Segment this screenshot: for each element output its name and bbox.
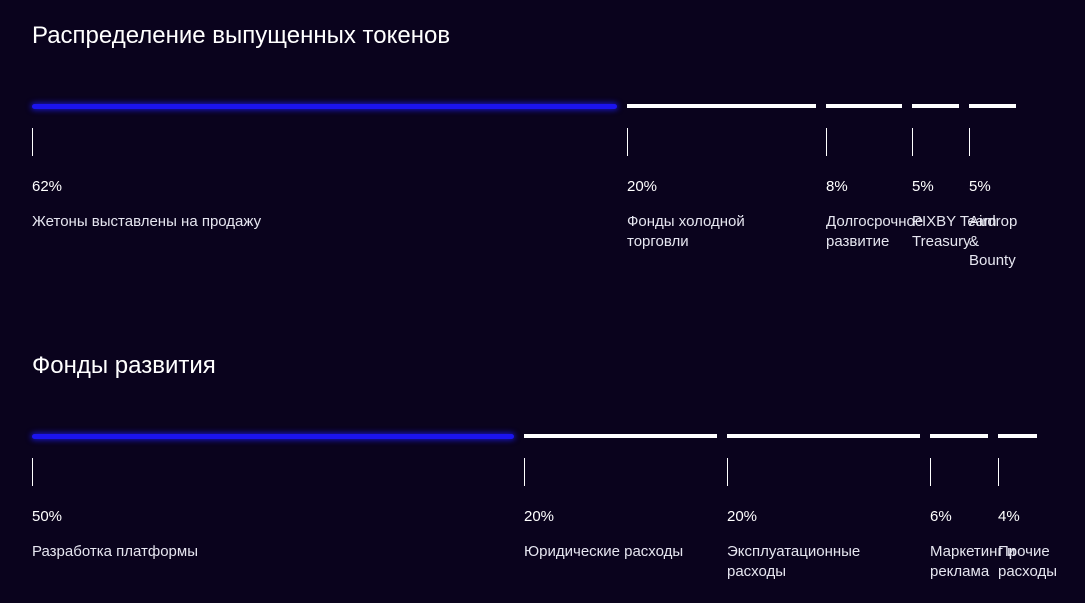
segment-percent: 62% <box>32 178 63 195</box>
segment-label: Маркетинг и реклама <box>930 543 1016 580</box>
segment-percent: 20% <box>727 508 758 525</box>
segment-percent: 5% <box>912 178 934 195</box>
segment-label: PIXBY Team Treasury <box>912 213 997 250</box>
segment-tick <box>727 458 728 486</box>
bar-segment <box>912 104 959 108</box>
segment-tick <box>627 128 628 156</box>
segment-percent: 20% <box>524 508 555 525</box>
segment-label: Airdrop & Bounty <box>969 213 1018 269</box>
segment-percent: 20% <box>627 178 658 195</box>
segment-percent: 6% <box>930 508 952 525</box>
segment-label: Жетоны выставлены на продажу <box>32 213 262 230</box>
segment-label: Юридические расходы <box>524 543 684 560</box>
bar-segment <box>826 104 902 108</box>
segment-tick <box>32 128 33 156</box>
segment-tick <box>998 458 999 486</box>
segment-label: Прочие расходы <box>998 543 1058 580</box>
bar-segment <box>627 104 816 108</box>
bar-segment <box>998 434 1037 438</box>
segment-tick <box>826 128 827 156</box>
bar-segment <box>32 104 617 109</box>
segment-percent: 4% <box>998 508 1020 525</box>
segment-percent: 8% <box>826 178 848 195</box>
segment-label: Эксплуатационные расходы <box>727 543 861 580</box>
section-title: Распределение выпущенных токенов <box>32 22 451 49</box>
segment-tick <box>524 458 525 486</box>
bar-segment <box>32 434 514 439</box>
segment-tick <box>930 458 931 486</box>
bar-segment <box>969 104 1016 108</box>
bar-segment <box>930 434 988 438</box>
segment-label: Разработка платформы <box>32 543 198 560</box>
segment-percent: 5% <box>969 178 991 195</box>
segment-percent: 50% <box>32 508 63 525</box>
section-title: Фонды развития <box>32 352 216 379</box>
bar-segment <box>524 434 717 438</box>
segment-tick <box>969 128 970 156</box>
bar-segment <box>727 434 920 438</box>
segment-tick <box>32 458 33 486</box>
segment-label: Долгосрочное развитие <box>826 213 924 250</box>
chart-section-1: Распределение выпущенных токенов 62% Жетон… <box>32 22 1085 269</box>
segment-label: Фонды холодной торговли <box>627 213 745 250</box>
chart-section-2: Фонды развития 50% Разработка платформы 20%… <box>32 352 1085 592</box>
segment-tick <box>912 128 913 156</box>
